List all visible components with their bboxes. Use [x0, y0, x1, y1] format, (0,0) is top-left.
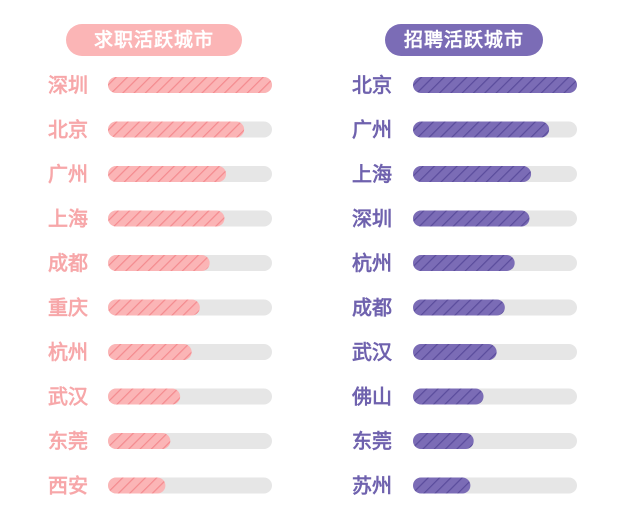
job-bar	[108, 255, 210, 271]
job-bar	[108, 344, 192, 360]
job-city-label: 东莞	[48, 429, 88, 453]
job-bar	[108, 166, 227, 182]
job-city-label: 深圳	[48, 73, 88, 97]
hiring-bar	[413, 344, 497, 360]
hiring-city-label: 北京	[352, 73, 392, 97]
job-bar	[108, 388, 181, 405]
hiring-bar	[413, 388, 484, 405]
hiring-city-label: 苏州	[352, 474, 392, 498]
hiring-city-label: 成都	[352, 296, 392, 320]
job-city-label: 上海	[48, 207, 88, 231]
job-city-label: 武汉	[48, 385, 89, 409]
job-city-label: 广州	[48, 162, 88, 186]
hiring-bar	[413, 121, 550, 138]
hiring-bar	[413, 477, 471, 494]
job-city-label: 西安	[48, 474, 88, 498]
hiring-city-label: 佛山	[351, 385, 392, 409]
hiring-city-label: 东莞	[352, 429, 392, 453]
job-bar	[108, 433, 171, 449]
job-bar	[108, 477, 166, 494]
hiring-bar	[413, 255, 515, 271]
hiring-bar	[413, 210, 530, 227]
job-bar	[108, 299, 200, 316]
hiring-bar	[413, 299, 505, 316]
job-city-label: 杭州	[48, 340, 88, 364]
job-bar	[108, 77, 272, 93]
hiring-city-label: 广州	[352, 118, 392, 142]
job-seeking-cities-title: 求职活跃城市	[66, 24, 242, 56]
job-city-label: 北京	[48, 118, 88, 142]
hiring-city-label: 武汉	[352, 340, 393, 364]
hiring-city-label: 上海	[352, 162, 392, 186]
job-bar	[108, 210, 225, 227]
hiring-city-label: 深圳	[352, 207, 392, 231]
job-city-label: 成都	[48, 251, 88, 275]
hiring-bar	[413, 166, 532, 182]
hiring-cities-title: 招聘活跃城市	[385, 24, 543, 56]
job-city-label: 重庆	[48, 296, 88, 320]
hiring-bar	[413, 433, 474, 449]
job-bar	[108, 121, 245, 138]
hiring-bar	[413, 77, 577, 93]
hiring-city-label: 杭州	[352, 251, 392, 275]
